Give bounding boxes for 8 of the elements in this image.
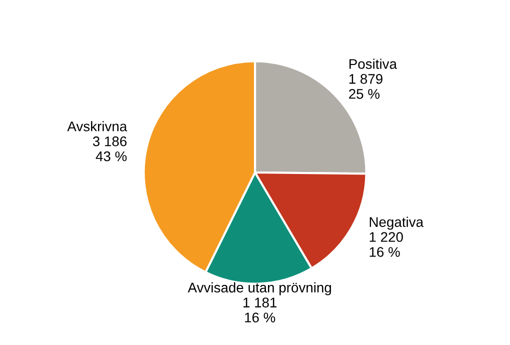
slice-label: Avskrivna — [67, 121, 128, 132]
slice-label: Positiva — [349, 58, 397, 69]
data-label: 3 186 43 % — [92, 136, 127, 162]
slice-label: Negativa — [370, 216, 424, 230]
slice-label: Avvisade utan prövning — [188, 282, 331, 296]
data-label: 1 181 16 % — [243, 298, 277, 322]
data-label: 1 220 16 % — [370, 232, 403, 257]
data-label: 1 879 25 % — [349, 74, 382, 99]
